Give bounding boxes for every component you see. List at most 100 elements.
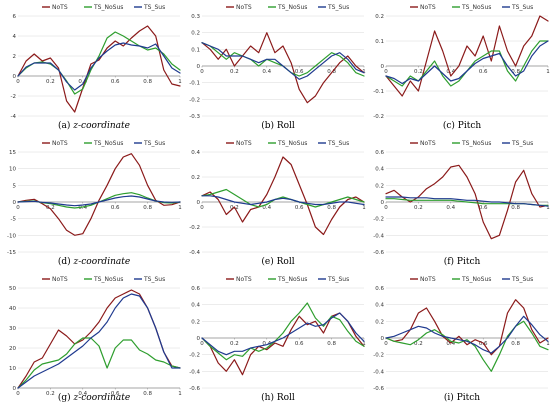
- x-tick-label: 1: [362, 341, 366, 347]
- chart-svg: -0.2 -0.1 0 0.1 0.2 0 0.2 0.4 0.6 0.8 1 NoTS TS_NoSu…: [373, 4, 550, 120]
- y-tick-label: -0.4: [189, 250, 200, 256]
- y-tick-label: 0.4: [375, 167, 384, 173]
- y-tick-label: -0.3: [189, 114, 200, 120]
- y-tick-label: 0.6: [191, 286, 200, 292]
- legend-label: NoTS: [420, 4, 436, 11]
- y-tick-label: 0.2: [191, 175, 200, 181]
- y-tick-label: -0.2: [189, 97, 200, 103]
- chart-panel-4: -15 -10 -5 0 5 10 15 0 0.2 0.4 0.6 0.8 1 NoTS TS_NoSus…: [2, 136, 186, 272]
- y-tick-label: -0.4: [189, 369, 200, 375]
- y-tick-label: 0: [381, 64, 385, 70]
- x-tick-label: 0.8: [327, 205, 336, 211]
- y-tick-label: 15: [9, 150, 16, 156]
- y-tick-label: -4: [11, 114, 17, 120]
- y-tick-label: -15: [7, 250, 16, 256]
- x-tick-label: 0.4: [78, 205, 87, 211]
- y-tick-label: -0.4: [373, 369, 384, 375]
- x-tick-label: 0: [384, 341, 388, 347]
- caption-text: z-coordinate: [73, 121, 130, 131]
- y-tick-label: 50: [9, 286, 16, 292]
- legend-label: TS_NoSus: [93, 4, 123, 11]
- series-line-NoTS: [385, 15, 549, 97]
- panel-caption: (f) Pitch: [370, 257, 550, 267]
- legend-label: TS_NoSus: [93, 140, 123, 147]
- x-tick-label: 1: [178, 391, 182, 397]
- series-line-NoTS: [385, 299, 549, 356]
- legend-label: NoTS: [236, 140, 252, 147]
- y-tick-label: 20: [9, 346, 16, 352]
- y-tick-label: 0.1: [191, 47, 200, 53]
- legend-label: TS_Sus: [143, 140, 165, 147]
- x-tick-label: 0.4: [262, 69, 271, 75]
- caption-text: Pitch: [456, 393, 481, 403]
- series-line-TS_NoSus: [385, 40, 549, 87]
- legend-label: TS_NoSus: [461, 4, 491, 11]
- x-tick-label: 1: [546, 69, 550, 75]
- y-tick-label: -0.6: [373, 250, 384, 256]
- legend-label: NoTS: [420, 140, 436, 147]
- legend-label: TS_NoSus: [277, 4, 307, 11]
- chart-svg: -0.3-0.2-0.100.10.20.30 0.2 0.4 0.6 0.8 1NoTS…: [189, 4, 365, 120]
- x-tick-label: 0.8: [511, 341, 520, 347]
- x-tick-label: 0.6: [111, 205, 120, 211]
- series-line-NoTS: [201, 32, 365, 104]
- panel-caption: (g) z-coordinate: [2, 393, 186, 403]
- series-line-TS_NoSus: [385, 320, 549, 372]
- series-line-TS_NoSus: [17, 337, 181, 389]
- chart-panel-5: -0.4 -0.2 0 0.2 0.4 0 0.2 0.4 0.6 0.8 1 NoTS TS_NoSu…: [186, 136, 370, 272]
- series-line-TS_Sus: [385, 40, 549, 85]
- legend-label: TS_NoSus: [277, 140, 307, 147]
- y-tick-label: 0.2: [375, 319, 384, 325]
- caption-text: Pitch: [457, 121, 482, 131]
- y-tick-label: 40: [9, 306, 16, 312]
- y-tick-label: -2: [11, 94, 16, 100]
- y-tick-label: -0.2: [189, 353, 200, 359]
- x-tick-label: 1: [546, 341, 550, 347]
- x-tick-label: 0.2: [46, 79, 55, 85]
- legend-label: NoTS: [52, 4, 68, 11]
- panel-caption: (e) Roll: [186, 257, 370, 267]
- caption-text: z-coordinate: [73, 257, 131, 267]
- x-tick-label: 0.8: [143, 79, 152, 85]
- x-tick-label: 0.8: [143, 391, 152, 397]
- legend-label: TS_Sus: [327, 276, 349, 283]
- legend-label: TS_Sus: [327, 140, 349, 147]
- chart-panel-2: -0.3 -0.2 -0.1 0 0.1 0.2 0.3 0 0.2 0.4 0.6 0.8 1 NoTS…: [186, 0, 370, 136]
- y-tick-label: 5: [13, 183, 17, 189]
- legend-label: TS_NoSus: [461, 140, 491, 147]
- legend-label: NoTS: [236, 4, 252, 11]
- chart-panel-6: -0.6 -0.4 -0.2 0 0.2 0.4 0.6 0 0.2 0.4 0.6 0.8 1 NoTS…: [370, 136, 550, 272]
- caption-text: z-coordinate: [73, 393, 131, 403]
- panel-caption: (h) Roll: [186, 393, 370, 403]
- x-tick-label: 0: [16, 205, 20, 211]
- legend-label: TS_Sus: [327, 4, 349, 11]
- chart-svg: -0.6-0.4-0.200.20.40.60 0.2 0.4 0.6 0.8 1NoTS…: [189, 276, 366, 392]
- caption-label: (i): [443, 393, 457, 403]
- chart-panel-3: -0.2 -0.1 0 0.1 0.2 0 0.2 0.4 0.6 0.8 1 NoTS TS_NoSu…: [370, 0, 550, 136]
- y-tick-label: -0.4: [373, 233, 384, 239]
- series-line-TS_Sus: [201, 42, 365, 80]
- x-tick-label: 0.4: [446, 205, 455, 211]
- y-tick-label: 0.2: [191, 31, 200, 37]
- x-tick-label: 1: [178, 79, 182, 85]
- y-tick-label: 0: [13, 386, 17, 392]
- x-tick-label: 0.8: [143, 205, 152, 211]
- panel-caption: (a) z-coordinate: [2, 121, 186, 131]
- panel-caption: (c) Pitch: [370, 121, 550, 131]
- caption-label: (e): [261, 257, 277, 267]
- panel-caption: (b) Roll: [186, 121, 370, 131]
- caption-label: (h): [261, 393, 277, 403]
- x-tick-label: 0: [16, 391, 20, 397]
- x-tick-label: 0.4: [78, 79, 87, 85]
- legend-label: TS_Sus: [511, 140, 533, 147]
- chart-panel-8: -0.6 -0.4 -0.2 0 0.2 0.4 0.6 0 0.2 0.4 0.6 0.8 1 NoTS…: [186, 272, 370, 408]
- caption-label: (a): [58, 121, 74, 131]
- series-line-NoTS: [17, 289, 181, 389]
- series-line-TS_NoSus: [201, 302, 365, 361]
- y-tick-label: -0.2: [373, 217, 384, 223]
- caption-label: (c): [442, 121, 458, 131]
- series-line-NoTS: [201, 156, 365, 236]
- y-tick-label: 6: [13, 14, 17, 20]
- x-tick-label: 0: [16, 79, 20, 85]
